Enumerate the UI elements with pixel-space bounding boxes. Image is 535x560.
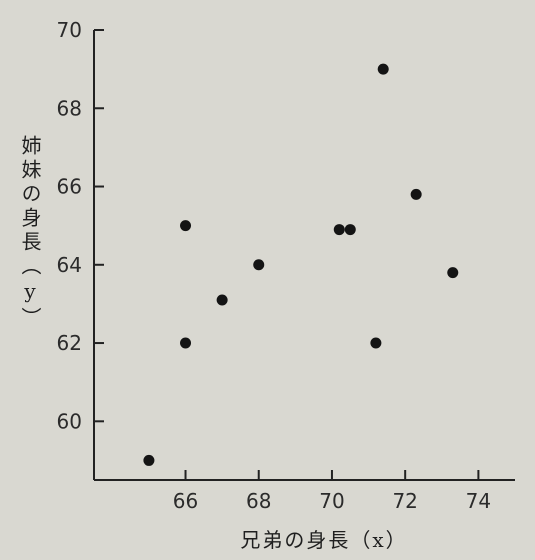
data-point	[143, 454, 155, 466]
x-tick-label: 66	[173, 489, 198, 513]
y-tick-label: 64	[57, 253, 82, 277]
y-tick-label: 70	[57, 18, 82, 42]
y-tick-label: 68	[57, 96, 82, 120]
y-tick-label: 66	[57, 175, 82, 199]
data-point	[180, 337, 192, 349]
data-point	[216, 294, 228, 306]
data-point	[370, 337, 382, 349]
x-tick-label: 70	[319, 489, 344, 513]
x-tick-label: 74	[466, 489, 491, 513]
data-point	[253, 259, 265, 271]
data-point	[333, 224, 345, 236]
x-axis-ticks: 66 68 70 72 74	[173, 470, 491, 513]
y-tick-label: 60	[57, 409, 82, 433]
y-axis-title: 姉妹の身長（y）	[18, 135, 42, 331]
data-points	[143, 63, 459, 466]
x-tick-label: 68	[246, 489, 271, 513]
x-tick-label: 72	[392, 489, 417, 513]
data-point	[377, 63, 389, 75]
data-point	[410, 188, 422, 200]
x-axis-title: 兄弟の身長（x）	[240, 528, 407, 552]
data-point	[344, 224, 356, 236]
y-tick-label: 62	[57, 331, 82, 355]
y-axis-ticks: 60 62 64 66 68 70	[57, 18, 104, 433]
data-point	[447, 267, 459, 279]
data-point	[180, 220, 192, 232]
